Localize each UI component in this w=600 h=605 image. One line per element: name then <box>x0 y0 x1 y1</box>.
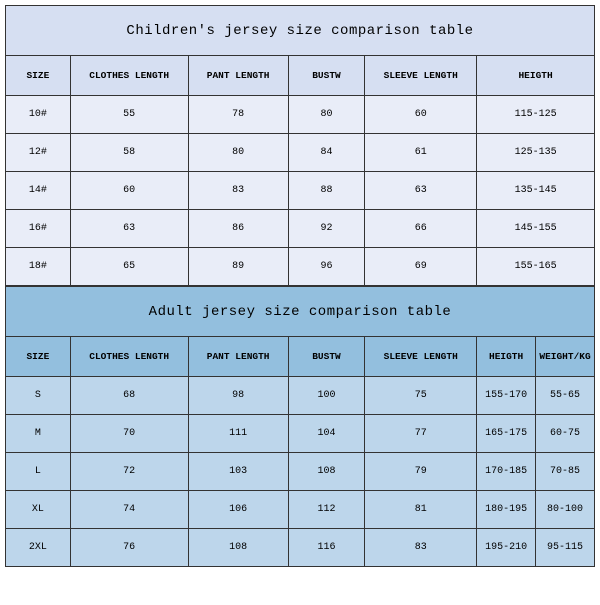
table-cell: 112 <box>288 491 365 529</box>
table-cell: 2XL <box>6 529 71 567</box>
table-cell: 88 <box>288 172 365 210</box>
table-cell: 92 <box>288 210 365 248</box>
table-cell: 58 <box>70 134 188 172</box>
table-cell: 89 <box>188 248 288 286</box>
table-cell: 83 <box>365 529 477 567</box>
table-cell: 83 <box>188 172 288 210</box>
table-cell: 165-175 <box>477 415 536 453</box>
table-cell: 65 <box>70 248 188 286</box>
table-cell: 76 <box>70 529 188 567</box>
table-cell: 100 <box>288 377 365 415</box>
table-cell: 10# <box>6 96 71 134</box>
table-cell: 111 <box>188 415 288 453</box>
table-cell: 195-210 <box>477 529 536 567</box>
table-cell: 80 <box>188 134 288 172</box>
table-cell: 61 <box>365 134 477 172</box>
table-cell: 75 <box>365 377 477 415</box>
table-cell: 115-125 <box>477 96 595 134</box>
table-row: 16#63869266145-155 <box>6 210 595 248</box>
table-row: 12#58808461125-135 <box>6 134 595 172</box>
children-col-bust: BUSTW <box>288 56 365 96</box>
table-cell: 78 <box>188 96 288 134</box>
table-cell: 116 <box>288 529 365 567</box>
adult-size-table: Adult jersey size comparison table SIZE … <box>5 286 595 567</box>
table-cell: 74 <box>70 491 188 529</box>
adult-col-clothes: CLOTHES LENGTH <box>70 337 188 377</box>
children-title-row: Children's jersey size comparison table <box>6 6 595 56</box>
table-cell: 55 <box>70 96 188 134</box>
table-row: S689810075155-17055-65 <box>6 377 595 415</box>
table-cell: L <box>6 453 71 491</box>
table-cell: XL <box>6 491 71 529</box>
table-cell: 145-155 <box>477 210 595 248</box>
table-cell: 170-185 <box>477 453 536 491</box>
children-col-size: SIZE <box>6 56 71 96</box>
table-cell: 60 <box>365 96 477 134</box>
table-cell: 135-145 <box>477 172 595 210</box>
table-row: 18#65899669155-165 <box>6 248 595 286</box>
children-size-table: Children's jersey size comparison table … <box>5 5 595 286</box>
table-cell: 70 <box>70 415 188 453</box>
table-cell: 72 <box>70 453 188 491</box>
table-cell: M <box>6 415 71 453</box>
size-tables-container: Children's jersey size comparison table … <box>5 5 595 567</box>
children-title: Children's jersey size comparison table <box>6 6 595 56</box>
table-cell: 96 <box>288 248 365 286</box>
adult-col-sleeve: SLEEVE LENGTH <box>365 337 477 377</box>
adult-col-bust: BUSTW <box>288 337 365 377</box>
table-cell: 104 <box>288 415 365 453</box>
table-cell: 103 <box>188 453 288 491</box>
table-cell: 60-75 <box>536 415 595 453</box>
table-row: 2XL7610811683195-21095-115 <box>6 529 595 567</box>
children-col-clothes: CLOTHES LENGTH <box>70 56 188 96</box>
table-cell: 80 <box>288 96 365 134</box>
table-cell: 155-170 <box>477 377 536 415</box>
table-cell: 18# <box>6 248 71 286</box>
table-cell: 60 <box>70 172 188 210</box>
table-cell: 14# <box>6 172 71 210</box>
table-cell: 63 <box>70 210 188 248</box>
table-cell: 86 <box>188 210 288 248</box>
adult-col-height: HEIGTH <box>477 337 536 377</box>
table-cell: 180-195 <box>477 491 536 529</box>
table-cell: 66 <box>365 210 477 248</box>
adult-col-pant: PANT LENGTH <box>188 337 288 377</box>
table-cell: 84 <box>288 134 365 172</box>
table-cell: 79 <box>365 453 477 491</box>
adult-col-size: SIZE <box>6 337 71 377</box>
children-col-pant: PANT LENGTH <box>188 56 288 96</box>
table-row: 10#55788060115-125 <box>6 96 595 134</box>
children-header-row: SIZE CLOTHES LENGTH PANT LENGTH BUSTW SL… <box>6 56 595 96</box>
table-row: M7011110477165-17560-75 <box>6 415 595 453</box>
table-cell: 63 <box>365 172 477 210</box>
children-col-height: HEIGTH <box>477 56 595 96</box>
table-cell: 16# <box>6 210 71 248</box>
table-cell: 108 <box>288 453 365 491</box>
adult-col-weight: WEIGHT/KG <box>536 337 595 377</box>
table-row: L7210310879170-18570-85 <box>6 453 595 491</box>
table-cell: 155-165 <box>477 248 595 286</box>
table-cell: 95-115 <box>536 529 595 567</box>
table-cell: 68 <box>70 377 188 415</box>
table-row: 14#60838863135-145 <box>6 172 595 210</box>
table-cell: 80-100 <box>536 491 595 529</box>
table-cell: 108 <box>188 529 288 567</box>
table-cell: 12# <box>6 134 71 172</box>
table-cell: 70-85 <box>536 453 595 491</box>
table-cell: 81 <box>365 491 477 529</box>
table-cell: 106 <box>188 491 288 529</box>
children-col-sleeve: SLEEVE LENGTH <box>365 56 477 96</box>
table-cell: 125-135 <box>477 134 595 172</box>
table-cell: 55-65 <box>536 377 595 415</box>
adult-header-row: SIZE CLOTHES LENGTH PANT LENGTH BUSTW SL… <box>6 337 595 377</box>
adult-title: Adult jersey size comparison table <box>6 287 595 337</box>
adult-title-row: Adult jersey size comparison table <box>6 287 595 337</box>
table-cell: 77 <box>365 415 477 453</box>
table-row: XL7410611281180-19580-100 <box>6 491 595 529</box>
table-cell: 98 <box>188 377 288 415</box>
table-cell: S <box>6 377 71 415</box>
table-cell: 69 <box>365 248 477 286</box>
